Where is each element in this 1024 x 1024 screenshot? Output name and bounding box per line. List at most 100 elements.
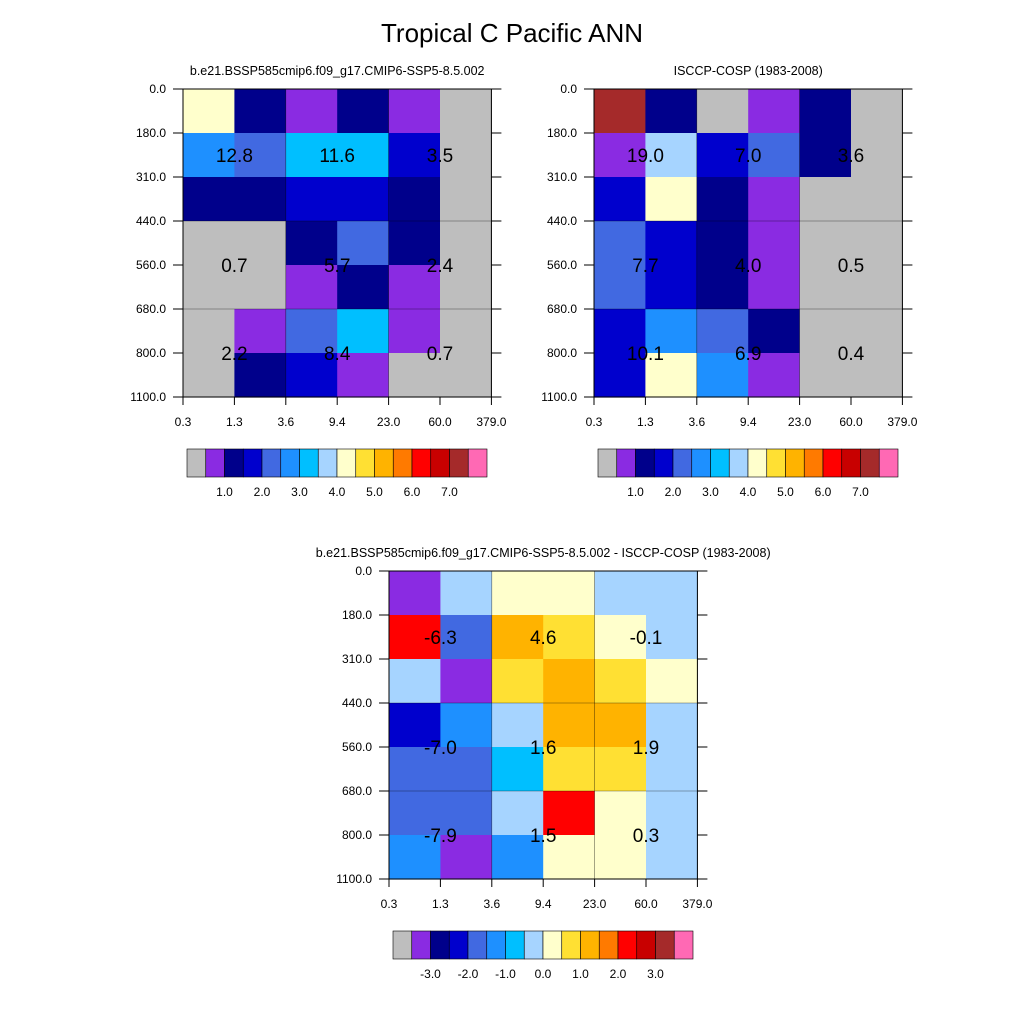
heatmap-cell [491,615,544,660]
colorbar-swatch [430,930,450,960]
colorbar: 1.0 2.0 3.0 4.0 5.0 6.0 7.0 [186,448,488,499]
block-value-label: 0.7 [427,344,453,365]
colorbar-swatch [653,448,674,478]
heatmap-cell [234,265,287,310]
heatmap-cell [543,747,596,792]
block-value-label: 4.6 [530,628,556,649]
colorbar-label: 1.0 [627,485,644,499]
x-tick-label: 3.6 [688,415,705,429]
heatmap-cell [543,571,596,616]
y-tick-label: 440.0 [547,214,577,228]
colorbar-label: 3.0 [291,485,308,499]
y-tick-label: 680.0 [136,302,166,316]
heatmap-cell [851,265,903,310]
heatmap-cell [851,133,903,178]
heatmap-cell [337,133,390,178]
heatmap-cell [183,353,235,398]
heatmap-cell [543,615,596,660]
colorbar-label: 7.0 [441,485,458,499]
heatmap-cell [696,309,749,354]
colorbar-swatch [597,448,618,478]
heatmap-cell [646,703,698,748]
y-tick-label: 180.0 [136,126,166,140]
colorbar-swatch [261,448,282,478]
heatmap-cell [594,791,647,836]
colorbar-label: 5.0 [777,485,794,499]
heatmap-cell [389,615,441,660]
colorbar-label: 2.0 [254,485,271,499]
block-value-label: 11.6 [319,146,355,167]
heatmap-cell [645,309,698,354]
colorbar-label: 4.0 [740,485,757,499]
heatmap-cell [234,309,287,354]
colorbar-swatch [449,448,469,478]
heatmap-cell [594,309,646,354]
block-value-label: 2.2 [221,344,247,365]
heatmap-cell [389,747,441,792]
heatmap-cell [543,835,596,880]
block-value-label: 0.5 [838,256,864,277]
colorbar-swatch [655,930,675,960]
heatmap-cell [799,265,852,310]
block-value-label: 10.1 [627,344,664,365]
x-tick-label: 379.0 [476,415,506,429]
heatmap-cell [234,89,287,134]
heatmap-panel-2: ISCCP-COSP (1983-2008) 0.0 180.0 310.0 440.0… [541,64,918,499]
colorbar-label: 1.0 [216,485,233,499]
x-tick-label: 379.0 [682,897,712,911]
heatmap-cell [388,221,441,266]
x-tick-label: 0.3 [175,415,192,429]
heatmap-cell [696,89,749,134]
block-value-label: 19.0 [627,146,664,167]
heatmap-cell [440,221,492,266]
heatmap-cell [748,133,801,178]
x-tick-label: 1.3 [637,415,654,429]
y-tick-label: 440.0 [136,214,166,228]
heatmap-cell [799,309,852,354]
colorbar-swatch [374,448,394,478]
x-tick-label: 0.3 [586,415,603,429]
heatmap-cell [645,177,698,222]
x-tick-label: 60.0 [634,897,658,911]
heatmap-cell [594,221,646,266]
block-value-label: 3.6 [838,146,864,167]
colorbar-swatch [430,448,450,478]
x-tick-label: 0.3 [381,897,398,911]
heatmap-cell [440,89,492,134]
heatmap-cell [388,265,441,310]
heatmap-cell [799,221,852,266]
heatmap-cell [183,133,235,178]
figure-title: Tropical C Pacific ANN [381,18,643,48]
colorbar-label: -2.0 [458,967,479,981]
block-value-label: -7.9 [424,826,457,847]
colorbar: -3.0 -2.0 -1.0 0.0 1.0 2.0 3.0 [392,930,694,981]
heatmap-cell [285,133,338,178]
colorbar-swatch [878,448,899,478]
y-tick-label: 0.0 [560,82,577,96]
heatmap-cell [491,703,544,748]
colorbar-label: 0.0 [535,967,552,981]
heatmap-panel-3: b.e21.BSSP585cmip6.f09_g17.CMIP6-SSP5-8.… [316,546,771,981]
heatmap-cell [594,353,646,398]
block-value-label: 0.4 [838,344,865,365]
heatmap-cell [594,659,647,704]
heatmap-cell [646,659,698,704]
y-tick-label: 180.0 [547,126,577,140]
colorbar-swatch [224,448,244,478]
heatmap-cell [440,615,493,660]
block-value-label: 5.7 [324,256,350,277]
heatmap-cell [337,177,390,222]
heatmap-cell [696,353,749,398]
heatmap-cell [594,703,647,748]
block-value-label: 1.9 [633,738,659,759]
heatmap-cell [696,221,749,266]
heatmap-cell [851,353,903,398]
colorbar-swatch [766,448,786,478]
heatmap-cell [440,353,492,398]
heatmap-cell [491,659,544,704]
heatmap-cell [388,133,441,178]
heatmap-cell [183,309,235,354]
heatmap-cell [645,353,698,398]
heatmap-cell [594,835,647,880]
x-tick-label: 23.0 [583,897,607,911]
